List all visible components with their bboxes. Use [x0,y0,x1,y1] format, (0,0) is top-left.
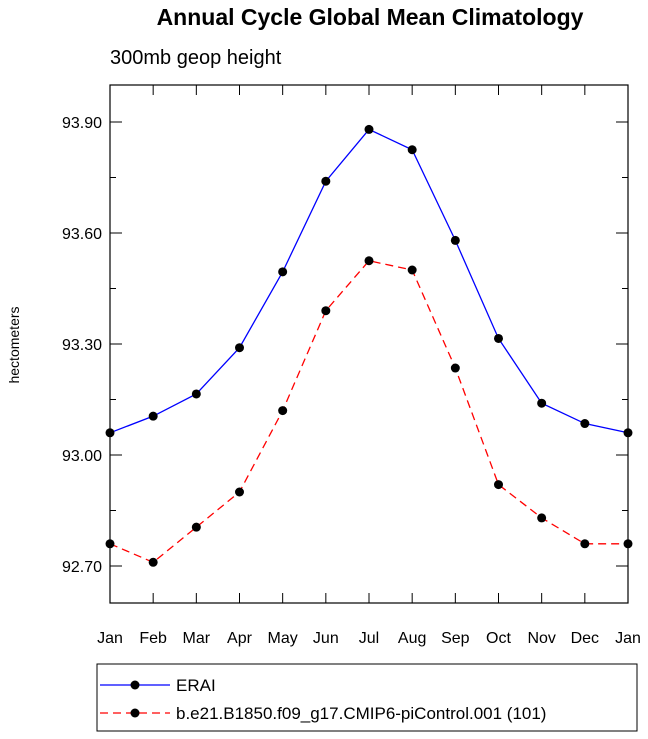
x-tick-label: Jan [615,630,641,647]
y-tick-label: 93.00 [62,448,102,465]
axis-ticks [109,85,629,603]
legend-marker [130,708,140,718]
x-tick-label: May [268,630,298,647]
data-point [580,419,590,429]
data-point [494,333,503,343]
x-tick-label: Dec [571,630,599,647]
x-tick-label: Feb [139,630,167,647]
legend: ERAI b.e21.B1850.f09_g17.CMIP6-piControl.… [96,663,638,732]
data-point [623,428,633,438]
series-layer [105,124,633,567]
data-point [537,513,547,523]
data-point [278,406,288,416]
data-point [580,539,590,549]
legend-marker [130,680,140,690]
chart-title: Annual Cycle Global Mean Climatology [157,4,584,30]
data-point [623,539,633,549]
x-tick-label: Jan [97,630,123,647]
x-tick-label: Jun [313,630,339,647]
data-point [148,557,158,567]
plot-frame [109,84,629,604]
data-point [407,265,417,275]
series-line-1 [109,260,628,564]
x-tick-label: Oct [486,630,511,647]
data-point [278,267,288,277]
x-tick-label: Apr [227,630,253,647]
data-point [105,539,115,549]
data-point [321,306,331,316]
data-point [364,256,374,266]
legend-box [96,663,638,732]
chart-subtitle: 300mb geop height [110,47,282,69]
data-point [494,480,503,490]
legend-label: ERAI [176,676,216,695]
y-tick-label: 93.90 [62,115,102,132]
data-point [235,343,244,353]
y-tick-label: 92.70 [62,559,102,576]
data-point [191,389,201,399]
data-point [321,176,331,186]
x-tick-label: Aug [398,630,426,647]
x-tick-label: Nov [527,630,555,647]
legend-label: b.e21.B1850.f09_g17.CMIP6-piControl.001 … [176,704,546,723]
series-line-0 [109,128,629,434]
data-point [235,487,244,497]
y-axis-title: hectometers [6,306,22,383]
data-point [148,411,158,421]
data-point [364,124,374,134]
data-point [450,235,460,245]
y-tick-labels: 92.70 93.00 93.30 93.60 93.90 [62,115,102,576]
data-point [191,522,201,532]
data-point [537,398,547,408]
data-point [105,428,115,438]
y-tick-label: 93.30 [62,337,102,354]
x-tick-label: Jul [359,630,379,647]
x-tick-label: Mar [183,630,211,647]
x-tick-label: Sep [441,630,470,647]
x-tick-labels: Jan Feb Mar Apr May Jun Jul Aug Sep Oct Nov Dec Jan [97,630,641,647]
data-point [407,145,417,155]
y-tick-label: 93.60 [62,226,102,243]
data-point [450,363,460,373]
